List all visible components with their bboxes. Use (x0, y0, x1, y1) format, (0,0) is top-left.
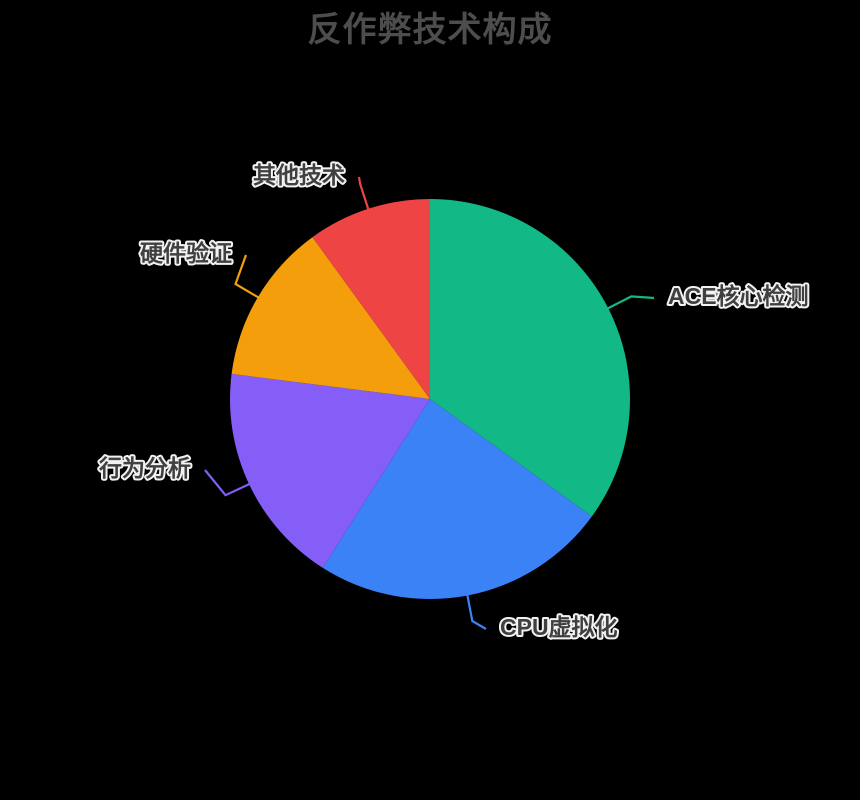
label-cpu: CPU虚拟化 (500, 614, 618, 640)
chart-title: 反作弊技术构成 (307, 11, 553, 49)
leader-line-1 (604, 295, 655, 311)
pie-slice-1[interactable] (430, 199, 630, 517)
pie-slice-2[interactable] (322, 399, 592, 600)
pie-slice-3[interactable] (230, 373, 430, 568)
leader-line-4 (234, 254, 262, 301)
leader-line-2 (465, 591, 487, 630)
pie-slice-4[interactable] (231, 237, 430, 399)
label-other: 其他技术 (253, 162, 345, 188)
pie-slices-group (230, 199, 630, 600)
pie-leader-lines-group (204, 176, 655, 630)
pie-slice-5[interactable] (312, 199, 430, 399)
leader-line-5 (357, 176, 371, 213)
label-ace: ACE核心检测 (668, 283, 809, 309)
leader-line-3 (204, 469, 254, 497)
pie-slice-labels-group: ACE核心检测 CPU虚拟化 行为分析 硬件验证 其他技术 (96, 160, 811, 642)
label-behavior: 行为分析 (98, 455, 191, 481)
label-hardware: 硬件验证 (140, 240, 232, 266)
